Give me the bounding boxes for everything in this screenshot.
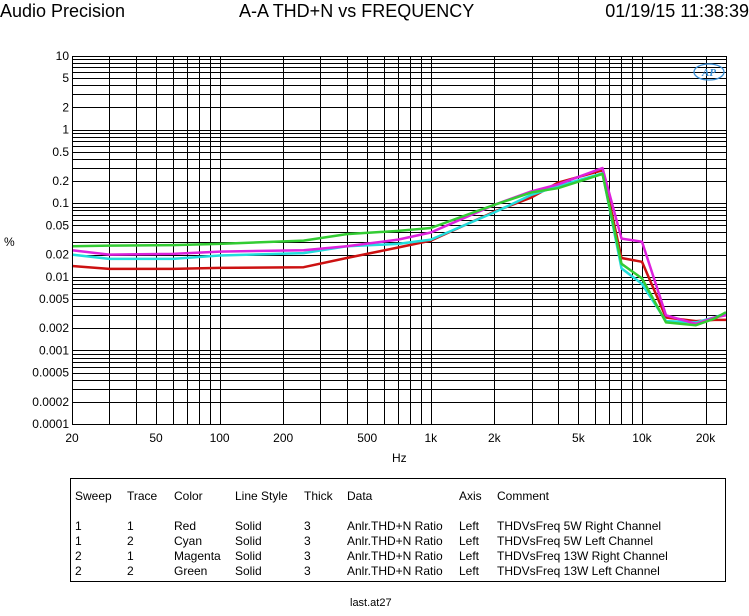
y-tick-label: 0.5 [52, 145, 69, 159]
y-tick-label: 0.005 [39, 292, 69, 306]
legend-row-sweep: 2 [75, 564, 82, 578]
x-axis-label: Hz [392, 451, 407, 465]
y-axis-label: % [4, 235, 15, 249]
y-tick-label: 0.0001 [32, 417, 69, 431]
legend-header-line-style: Line Style [235, 489, 288, 503]
x-tick-label: 20 [65, 431, 79, 445]
legend-row-thick: 3 [304, 534, 311, 548]
y-tick-label: 0.0002 [32, 395, 69, 409]
legend-row-line-style: Solid [235, 534, 262, 548]
y-tick-label: 1 [62, 123, 69, 137]
legend-row-comment: THDVsFreq 5W Left Channel [497, 534, 654, 548]
legend-header-trace: Trace [127, 489, 158, 503]
y-tick-label: 0.1 [52, 196, 69, 210]
legend-header-color: Color [174, 489, 203, 503]
legend-row-thick: 3 [304, 519, 311, 533]
legend-row-data: Anlr.THD+N Ratio [347, 519, 443, 533]
y-tick-label: 0.02 [46, 248, 70, 262]
legend-row-axis: Left [459, 549, 480, 563]
legend-row-comment: THDVsFreq 13W Right Channel [497, 549, 668, 563]
legend-row-color: Cyan [174, 534, 203, 548]
legend-row-comment: THDVsFreq 5W Right Channel [497, 519, 662, 533]
legend-row-sweep: 1 [75, 534, 82, 548]
legend-row-color: Magenta [174, 549, 221, 563]
y-tick-label: 2 [62, 100, 69, 114]
timestamp: 01/19/15 11:38:39 [605, 1, 749, 21]
series-line-4 [71, 172, 727, 327]
legend-row-trace: 1 [127, 519, 134, 533]
ap-logo-text: AP [701, 67, 716, 79]
brand-title: Audio Precision [0, 1, 126, 21]
x-tick-label: 200 [273, 431, 293, 445]
x-tick-label: 2k [488, 431, 502, 445]
x-tick-label: 20k [696, 431, 716, 445]
chart-title: A-A THD+N vs FREQUENCY [239, 1, 475, 21]
series-lines [71, 166, 727, 327]
y-tick-label: 0.05 [46, 218, 70, 232]
legend-row-data: Anlr.THD+N Ratio [347, 564, 443, 578]
y-axis-tick-labels: 10 5 2 1 0.5 0.2 0.1 0.05 0.02 0.01 0.005 0.002 0.00… [32, 49, 69, 431]
ap-logo: AP [693, 63, 725, 81]
y-tick-label: 0.002 [39, 321, 69, 335]
y-tick-label: 0.001 [39, 343, 69, 357]
y-tick-label: 0.01 [46, 270, 70, 284]
legend-row-axis: Left [459, 564, 480, 578]
x-tick-label: 5k [572, 431, 586, 445]
x-tick-label: 50 [149, 431, 163, 445]
legend-header-comment: Comment [497, 489, 550, 503]
legend-table: Sweep Trace Color Line Style Thick Data … [70, 478, 726, 582]
footer-filename: last.at27 [350, 597, 392, 609]
y-tick-label: 5 [62, 71, 69, 85]
legend-header-axis: Axis [459, 489, 482, 503]
y-tick-label: 0.2 [52, 174, 69, 188]
legend-row-thick: 3 [304, 564, 311, 578]
y-tick-label: 0.0005 [32, 366, 69, 380]
legend-row-data: Anlr.THD+N Ratio [347, 534, 443, 548]
legend-row-color: Green [174, 564, 208, 578]
legend-row-data: Anlr.THD+N Ratio [347, 549, 443, 563]
legend-header-data: Data [347, 489, 373, 503]
legend-row-sweep: 2 [75, 549, 82, 563]
plot-frame [72, 56, 727, 425]
x-tick-label: 100 [210, 431, 230, 445]
x-tick-label: 1k [424, 431, 438, 445]
legend-row-line-style: Solid [235, 564, 262, 578]
legend-row-trace: 1 [127, 549, 134, 563]
legend-row-axis: Left [459, 519, 480, 533]
thd-chart: 10 5 2 1 0.5 0.2 0.1 0.05 0.02 0.01 0.005 0.002 0.00… [4, 49, 727, 465]
legend-row-trace: 2 [127, 564, 134, 578]
x-tick-label: 10k [632, 431, 652, 445]
y-tick-label: 10 [56, 49, 70, 63]
x-axis-tick-labels: 20 50 100 200 500 1k 2k 5k 10k 20k [65, 431, 716, 445]
legend-row-trace: 2 [127, 534, 134, 548]
x-tick-label: 500 [357, 431, 377, 445]
legend-row-line-style: Solid [235, 549, 262, 563]
series-line-2 [71, 172, 727, 324]
legend-row-line-style: Solid [235, 519, 262, 533]
legend-row-thick: 3 [304, 549, 311, 563]
legend-header-thick: Thick [304, 489, 333, 503]
legend-header-sweep: Sweep [75, 489, 112, 503]
legend-row-axis: Left [459, 534, 480, 548]
legend-row-sweep: 1 [75, 519, 82, 533]
legend-row-comment: THDVsFreq 13W Left Channel [497, 564, 660, 578]
legend-row-color: Red [174, 519, 197, 533]
